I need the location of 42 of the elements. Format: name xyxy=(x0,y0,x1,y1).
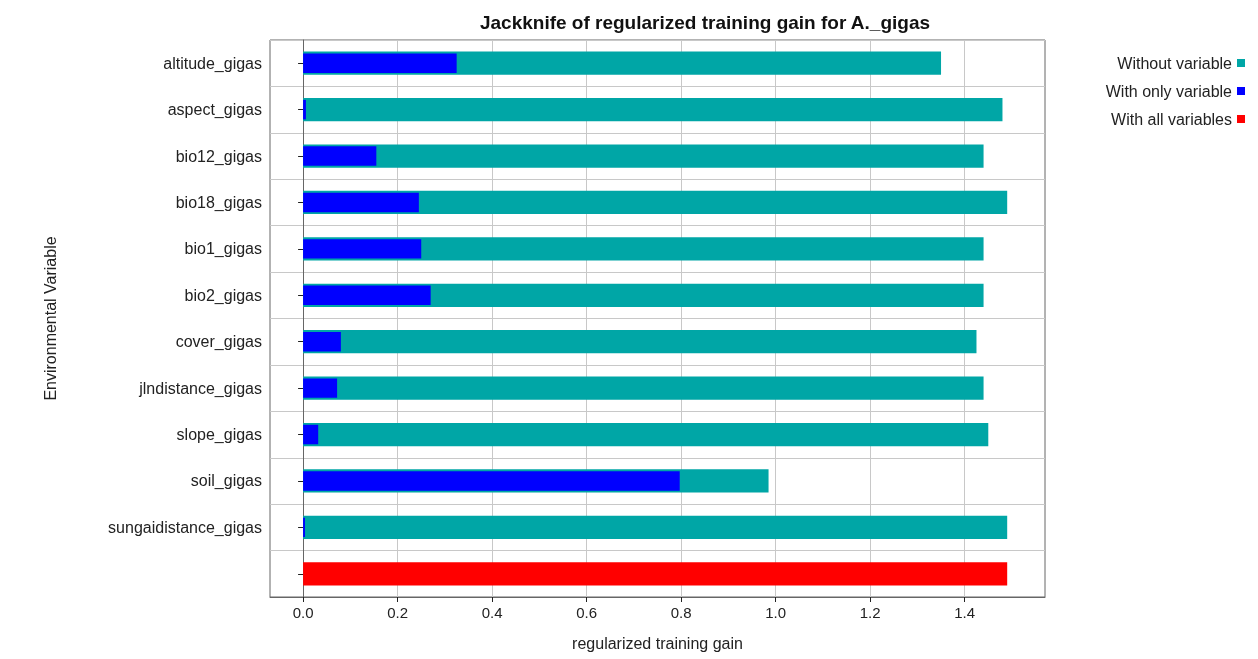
bar xyxy=(303,424,319,445)
x-tick-label: 0.2 xyxy=(387,604,409,621)
bar xyxy=(303,378,338,398)
bar xyxy=(303,285,431,306)
y-tick-label: bio1_gigas xyxy=(184,240,262,259)
bar xyxy=(303,239,422,259)
y-tick-label: sungaidistance_gigas xyxy=(108,518,262,537)
bar xyxy=(303,471,680,491)
x-tick-label: 1.0 xyxy=(765,604,787,621)
y-tick-label: bio2_gigas xyxy=(184,286,262,305)
legend-label: With all variables xyxy=(1111,110,1232,128)
y-tick-label: cover_gigas xyxy=(175,333,262,352)
x-tick-label: 1.2 xyxy=(859,604,881,621)
y-tick-label: jlndistance_gigas xyxy=(138,379,262,398)
x-tick-label: 0.8 xyxy=(670,604,692,621)
y-axis-title: Environmental Variable xyxy=(41,236,59,401)
y-tick-label: bio18_gigas xyxy=(175,193,262,212)
bar xyxy=(303,146,377,166)
y-tick-label: slope_gigas xyxy=(176,426,262,445)
bar xyxy=(303,330,977,354)
y-tick-label: bio12_gigas xyxy=(175,147,262,166)
y-tick-label: altitude_gigas xyxy=(163,54,262,73)
y-tick-label: soil_gigas xyxy=(190,472,262,491)
bar xyxy=(303,515,1008,539)
bar xyxy=(303,98,1003,122)
bar xyxy=(303,376,984,400)
bar xyxy=(303,331,341,352)
bar xyxy=(303,99,306,120)
y-tick-label: aspect_gigas xyxy=(167,101,262,120)
bar xyxy=(303,562,1008,586)
x-tick-label: 0.0 xyxy=(292,604,314,621)
bar xyxy=(303,192,419,213)
x-axis-title: regularized training gain xyxy=(572,634,743,652)
bar xyxy=(303,144,984,168)
bar xyxy=(303,422,989,447)
x-tick-label: 1.4 xyxy=(954,604,976,621)
chart-title: Jackknife of regularized training gain for A._gigas xyxy=(479,12,931,33)
legend-label: With only variable xyxy=(1105,82,1233,100)
x-tick-label: 0.4 xyxy=(481,604,503,621)
bar xyxy=(303,53,457,73)
legend-label: Without variable xyxy=(1117,54,1233,72)
x-tick-label: 0.6 xyxy=(576,604,598,621)
